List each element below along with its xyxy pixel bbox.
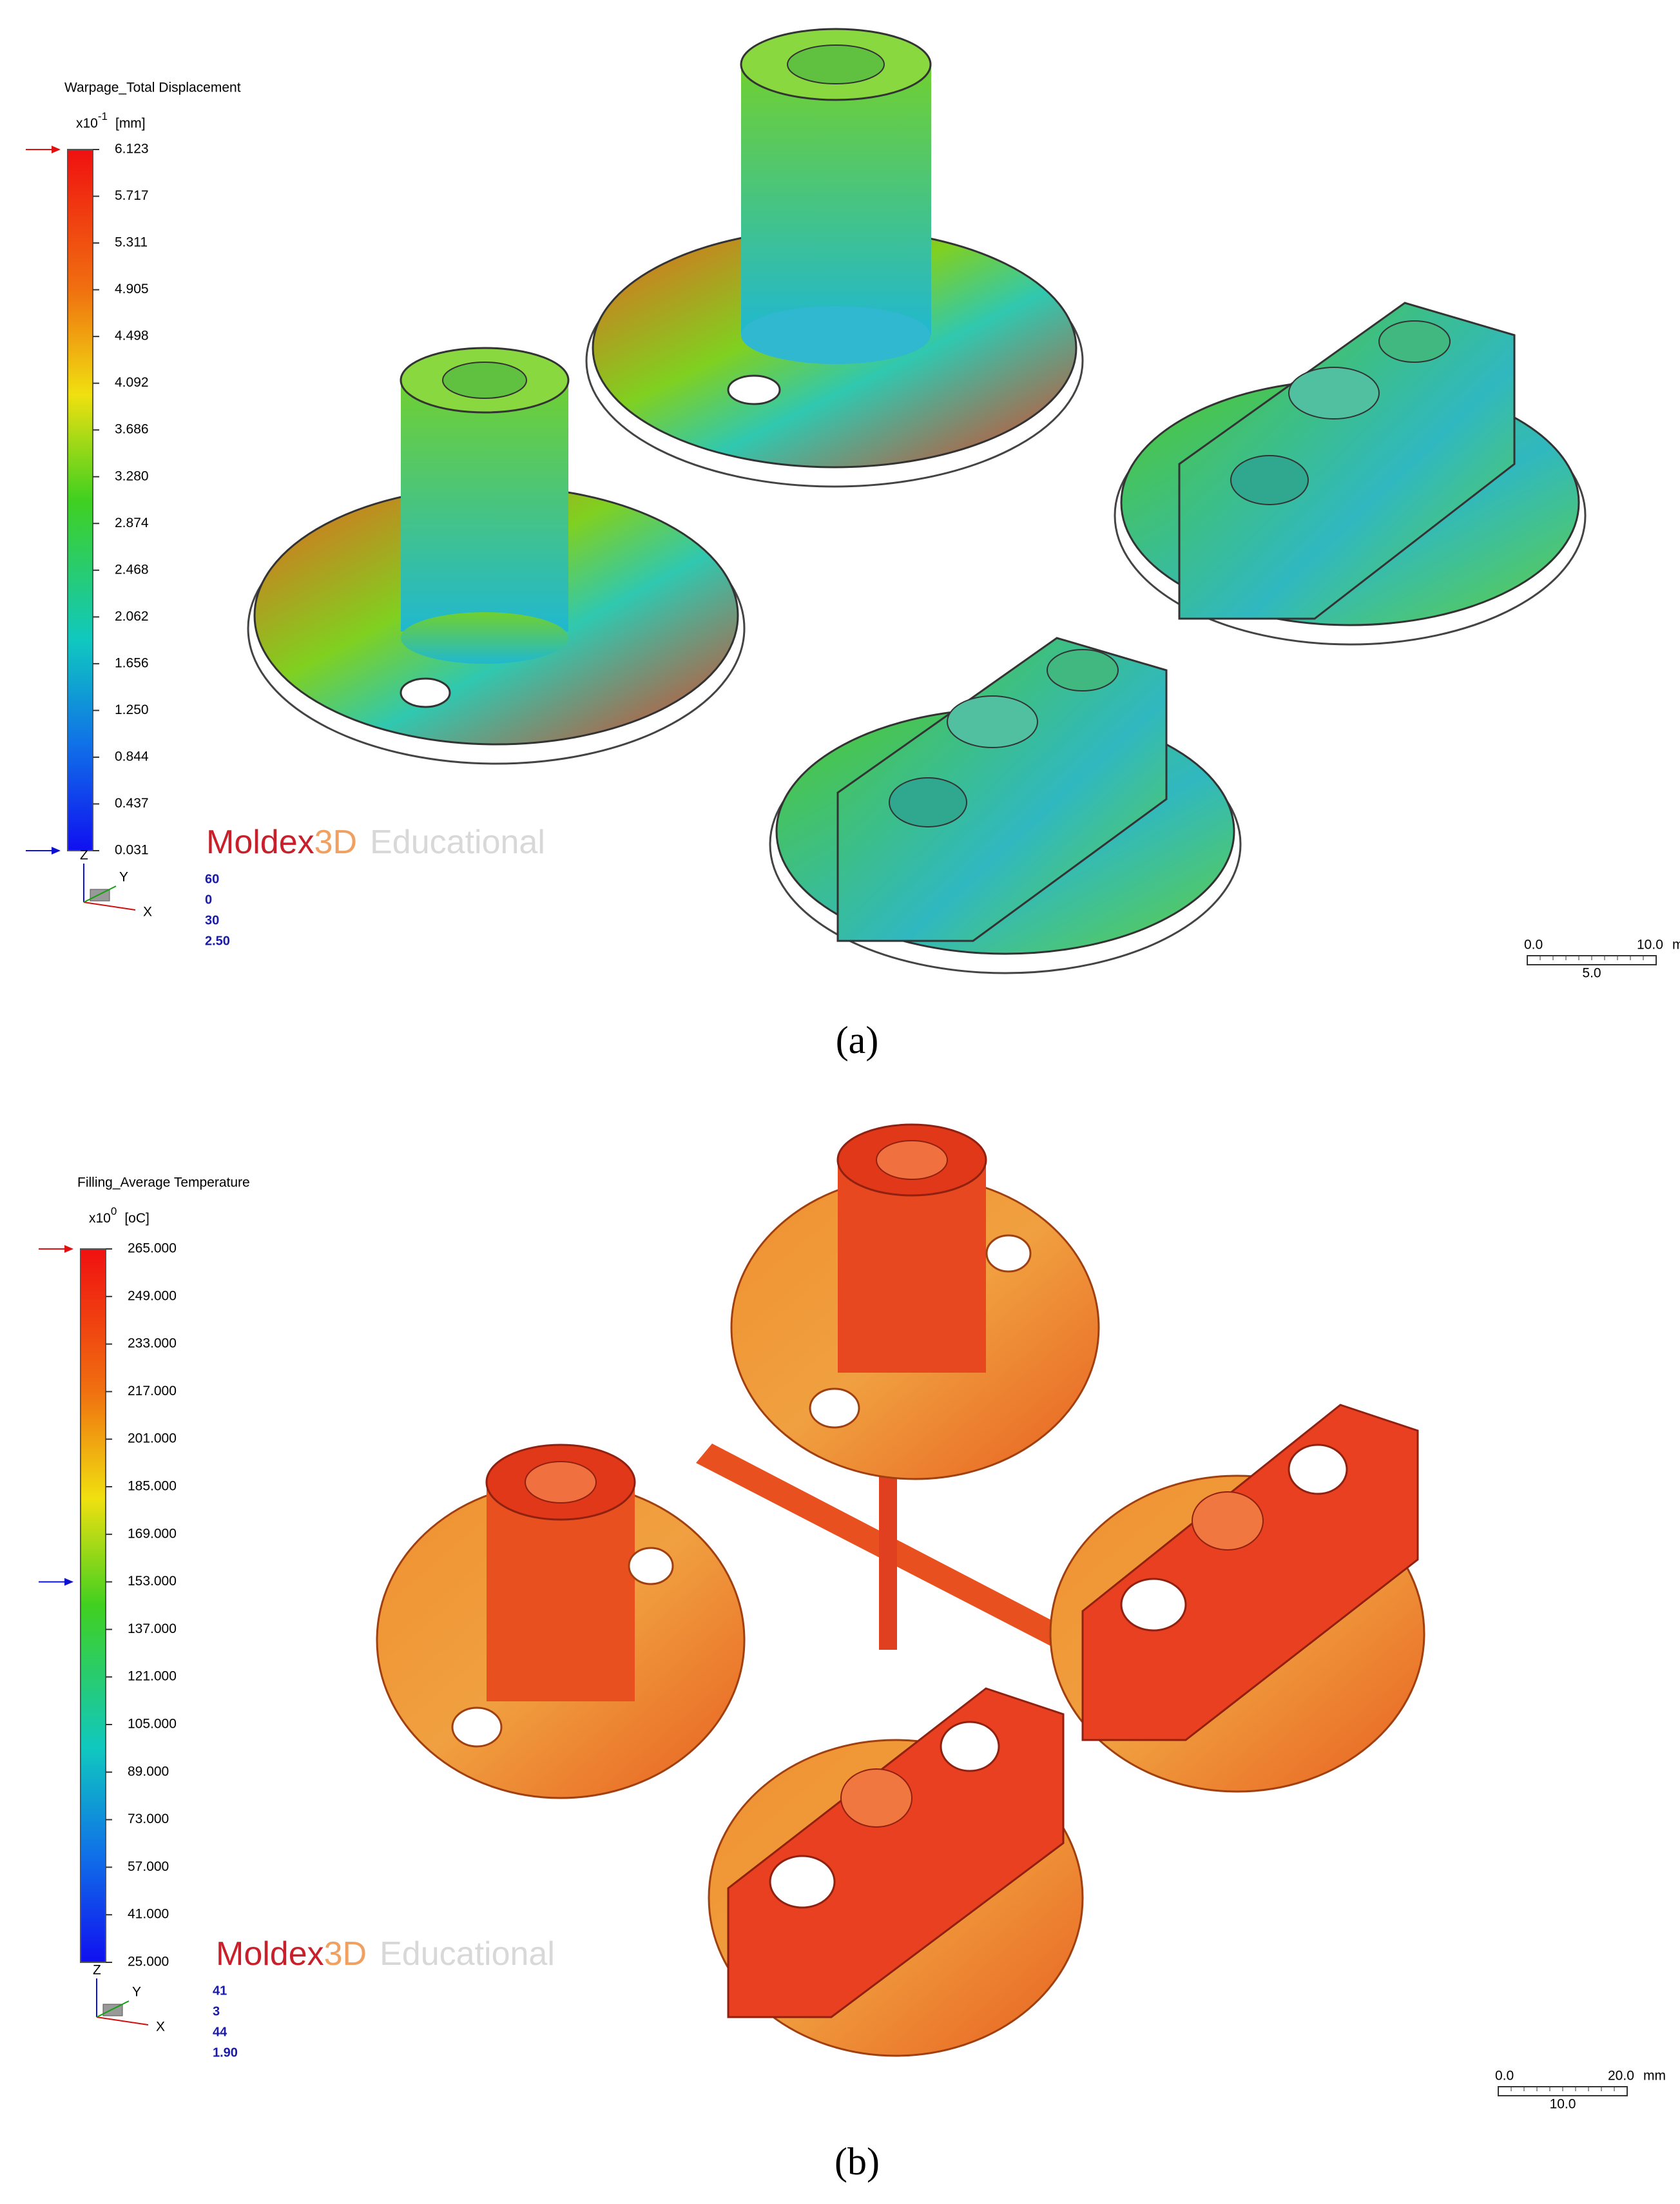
watermark-suffix: 3D	[314, 824, 357, 861]
view-param: 1.90	[213, 2045, 238, 2060]
view-param: 3	[213, 2004, 220, 2018]
legend-label: 4.092	[115, 375, 149, 390]
legend-label: 121.000	[128, 1669, 177, 1684]
view-param: 2.50	[205, 934, 230, 948]
legend-label: 3.686	[115, 422, 149, 437]
view-param: 60	[205, 872, 219, 886]
legend-label: 1.250	[115, 702, 149, 717]
legend-arrow-head	[52, 847, 61, 855]
legend-label: 73.000	[128, 1812, 169, 1826]
scale-start: 0.0	[1524, 938, 1543, 952]
legend-arrow-head	[52, 146, 61, 153]
watermark: Moldex3D Educational	[216, 1935, 555, 1973]
view-param: 0	[205, 893, 212, 907]
watermark-brand: Moldex	[206, 824, 314, 861]
legend-label: 201.000	[128, 1431, 177, 1446]
axis-y-label: Y	[119, 870, 128, 885]
part-models-a	[247, 28, 1587, 974]
unit: [mm]	[115, 116, 146, 131]
color-bar	[67, 149, 93, 851]
legend-label: 233.000	[128, 1336, 177, 1351]
legend-label: 5.717	[115, 188, 149, 203]
legend-title: Warpage_Total Displacement	[64, 81, 241, 95]
watermark-edition: Educational	[380, 1935, 555, 1973]
multiplier: x10	[76, 116, 98, 131]
axis-x-label: X	[156, 2020, 165, 2035]
watermark: Moldex3D Educational	[206, 824, 545, 861]
color-bar	[80, 1248, 106, 1963]
caption: (b)	[835, 2140, 880, 2183]
legend-label: 2.468	[115, 562, 149, 577]
legend-label: 6.123	[115, 142, 149, 157]
scale-middle: 10.0	[1550, 2097, 1576, 2112]
legend-label: 0.031	[115, 843, 149, 858]
legend-label: 169.000	[128, 1526, 177, 1541]
exponent: -1	[98, 110, 108, 122]
legend-label: 249.000	[128, 1288, 177, 1303]
legend-label: 4.905	[115, 282, 149, 296]
axis-y-label: Y	[132, 1985, 141, 2000]
scale-start: 0.0	[1495, 2069, 1514, 2083]
multiplier: x10	[89, 1211, 111, 1226]
exponent: 0	[111, 1205, 117, 1217]
part-models-b	[376, 1123, 1425, 2057]
unit: [oC]	[124, 1211, 150, 1226]
scale-unit: mm	[1672, 938, 1680, 952]
legend-label: 153.000	[128, 1574, 177, 1589]
view-param: 30	[205, 913, 219, 927]
legend-unit: x10-1 [mm]	[76, 110, 146, 130]
legend-label: 4.498	[115, 329, 149, 343]
legend-label: 137.000	[128, 1621, 177, 1636]
watermark-brand: Moldex	[216, 1935, 324, 1973]
legend-label: 185.000	[128, 1479, 177, 1494]
legend-label: 0.844	[115, 749, 149, 764]
axis-x-label: X	[143, 905, 152, 920]
axis-x	[83, 902, 136, 911]
legend-label: 57.000	[128, 1859, 169, 1874]
axis-y	[96, 2000, 130, 2018]
axis-z-label: Z	[80, 848, 88, 863]
legend-label: 25.000	[128, 1955, 169, 1969]
legend-label: 2.062	[115, 609, 149, 624]
scale-middle: 5.0	[1582, 966, 1601, 981]
legend-label: 0.437	[115, 796, 149, 811]
legend-label: 89.000	[128, 1764, 169, 1779]
watermark-suffix: 3D	[324, 1935, 367, 1973]
legend-label: 3.280	[115, 469, 149, 483]
scale-end: 10.0	[1637, 938, 1663, 952]
caption: (a)	[836, 1019, 879, 1061]
legend-arrow-head	[64, 1245, 73, 1253]
view-param: 44	[213, 2025, 227, 2039]
legend-label: 2.874	[115, 516, 149, 530]
legend-title: Filling_Average Temperature	[77, 1175, 250, 1190]
legend-label: 5.311	[115, 235, 148, 250]
legend-label: 41.000	[128, 1907, 169, 1922]
view-param: 41	[213, 1984, 227, 1998]
scale-end: 20.0	[1608, 2069, 1634, 2083]
axis-z-label: Z	[93, 1963, 101, 1978]
legend-label: 1.656	[115, 655, 149, 670]
scale-unit: mm	[1643, 2069, 1666, 2083]
legend-label: 217.000	[128, 1384, 177, 1398]
legend-label: 265.000	[128, 1241, 177, 1256]
legend-arrow-head	[64, 1578, 73, 1586]
legend-label: 105.000	[128, 1717, 177, 1732]
axis-x	[96, 2016, 149, 2025]
legend-unit: x100 [oC]	[89, 1205, 150, 1225]
watermark-edition: Educational	[370, 824, 545, 861]
axis-y	[83, 885, 117, 903]
